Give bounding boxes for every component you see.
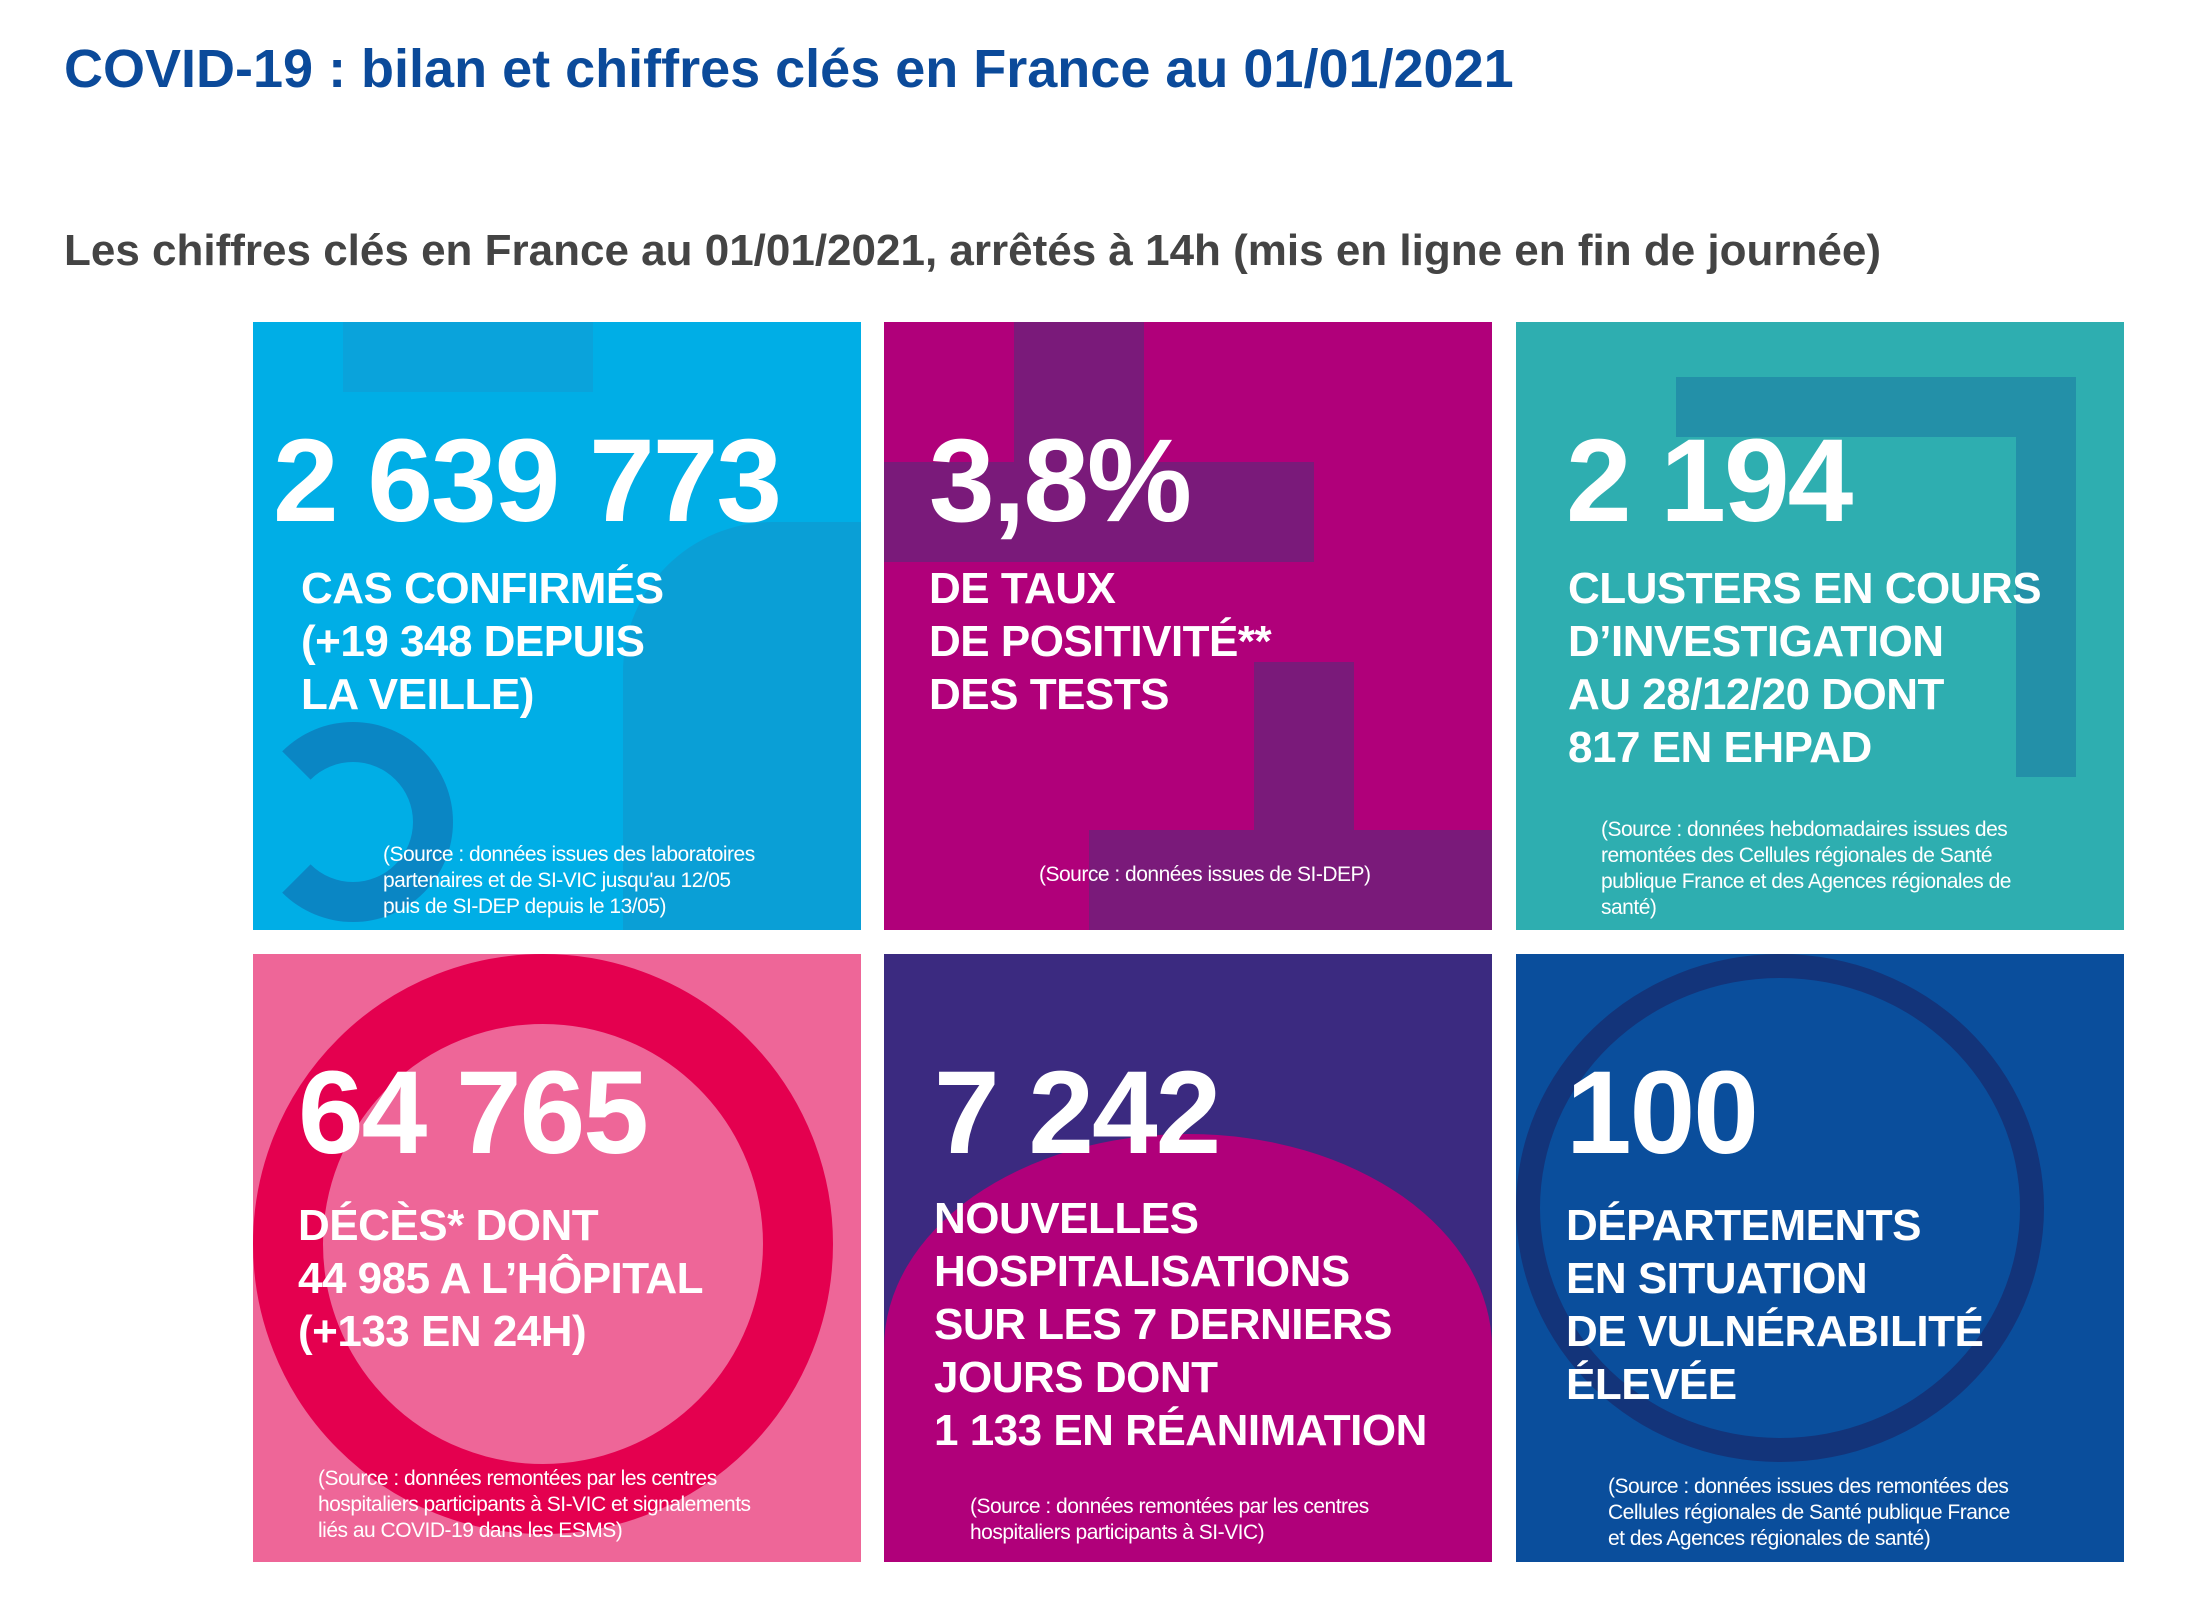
clusters-label: CLUSTERS EN COURS D’INVESTIGATION AU 28/…: [1568, 564, 2042, 772]
page-title: COVID-19 : bilan et chiffres clés en Fra…: [64, 39, 1514, 99]
vulnerability-label: DÉPARTEMENTS EN SITUATION DE VULNÉRABILI…: [1566, 1201, 1984, 1409]
confirmed-cases-source: (Source : données issues des laboratoire…: [383, 843, 755, 918]
decorative-shape: [884, 462, 1314, 562]
vulnerability-source: (Source : données issues des remontées d…: [1608, 1475, 2010, 1550]
positivity-rate-label: DE TAUX DE POSITIVITÉ** DES TESTS: [929, 564, 1272, 719]
tile-deaths: 64 765 DÉCÈS* DONT 44 985 A L’HÔPITAL (+…: [253, 954, 861, 1562]
decorative-shape: [884, 1134, 1492, 1562]
page-subtitle: Les chiffres clés en France au 01/01/202…: [64, 226, 1881, 275]
deaths-label: DÉCÈS* DONT 44 985 A L’HÔPITAL (+133 EN …: [298, 1201, 704, 1356]
decorative-shape: [343, 322, 593, 392]
hospitalisations-label: NOUVELLES HOSPITALISATIONS SUR LES 7 DER…: [934, 1194, 1427, 1455]
clusters-number: 2 194: [1566, 415, 1853, 547]
positivity-rate-source: (Source : données issues de SI-DEP): [1039, 863, 1371, 886]
deaths-number: 64 765: [298, 1047, 649, 1179]
tile-vulnerability: 100 DÉPARTEMENTS EN SITUATION DE VULNÉRA…: [1516, 954, 2124, 1562]
tile-hospitalisations: 7 242 NOUVELLES HOSPITALISATIONS SUR LES…: [884, 954, 1492, 1562]
tile-confirmed-cases: 2 639 773 CAS CONFIRMÉS (+19 348 DEPUIS …: [253, 322, 861, 930]
deaths-source: (Source : données remontées par les cent…: [318, 1467, 751, 1542]
decorative-arrow: [2016, 377, 2076, 777]
decorative-shape: [1089, 830, 1492, 930]
tile-positivity-rate: 3,8% DE TAUX DE POSITIVITÉ** DES TESTS (…: [884, 322, 1492, 930]
hospitalisations-number: 7 242: [934, 1047, 1221, 1179]
confirmed-cases-number: 2 639 773: [273, 415, 782, 547]
positivity-rate-number: 3,8%: [929, 415, 1192, 547]
decorative-shape: [623, 522, 861, 930]
confirmed-cases-label: CAS CONFIRMÉS (+19 348 DEPUIS LA VEILLE): [301, 564, 664, 719]
vulnerability-number: 100: [1566, 1047, 1759, 1179]
tile-clusters: 2 194 CLUSTERS EN COURS D’INVESTIGATION …: [1516, 322, 2124, 930]
hospitalisations-source: (Source : données remontées par les cent…: [970, 1495, 1369, 1544]
decorative-arrow: [1676, 377, 2076, 437]
clusters-source: (Source : données hebdomadaires issues d…: [1601, 818, 2011, 919]
